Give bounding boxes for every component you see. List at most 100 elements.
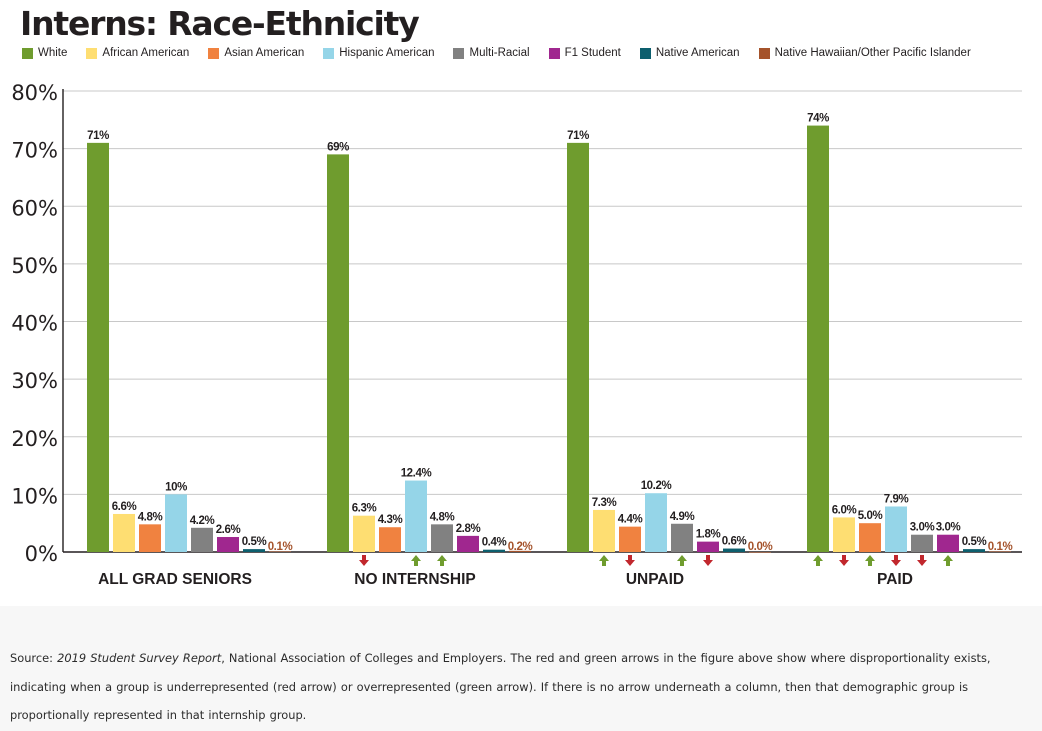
legend-item: Hispanic American: [323, 47, 434, 59]
data-label: 3.0%: [936, 522, 961, 534]
up-arrow-icon: [411, 555, 421, 566]
data-label: 0.6%: [722, 536, 747, 548]
up-arrow-icon: [599, 555, 609, 566]
legend-swatch: [758, 47, 770, 59]
bar: [859, 523, 881, 552]
legend-item: Asian American: [208, 47, 304, 59]
legend-swatch: [208, 47, 220, 59]
data-label: 0.1%: [268, 541, 293, 553]
bar: [963, 549, 985, 552]
bar: [885, 506, 907, 552]
bar: [139, 524, 161, 552]
down-arrow-icon: [703, 555, 713, 566]
data-label: 4.2%: [190, 515, 215, 527]
category-label: ALL GRAD SENIORS: [98, 571, 252, 588]
bar: [483, 549, 505, 552]
data-label: 10%: [165, 481, 187, 493]
bar: [243, 549, 265, 552]
data-label: 7.3%: [592, 497, 617, 509]
data-label: 0.5%: [242, 536, 267, 548]
source-prefix: Source:: [10, 651, 58, 665]
data-label: 3.0%: [910, 522, 935, 534]
legend-label: Native Hawaiian/Other Pacific Islander: [774, 47, 971, 59]
down-arrow-icon: [917, 555, 927, 566]
bar: [113, 513, 135, 552]
source-note: Source: 2019 Student Survey Report, Nati…: [0, 606, 1042, 731]
down-arrow-icon: [891, 555, 901, 566]
bar: [807, 125, 829, 552]
bar: [671, 523, 693, 552]
data-label: 4.4%: [618, 514, 643, 526]
bar: [937, 534, 959, 552]
bar: [457, 535, 479, 552]
y-tick-label: 70%: [11, 139, 58, 163]
y-tick-label: 30%: [11, 369, 58, 393]
category-label: PAID: [877, 571, 913, 588]
data-label: 69%: [327, 141, 349, 153]
data-label: 12.4%: [401, 468, 432, 480]
data-label: 4.8%: [430, 511, 455, 523]
y-tick-label: 80%: [11, 81, 58, 105]
y-tick-label: 0%: [25, 542, 58, 566]
legend-item: Native American: [639, 47, 740, 59]
down-arrow-icon: [839, 555, 849, 566]
legend-label: F1 Student: [564, 47, 621, 59]
data-label: 6.3%: [352, 503, 377, 515]
y-tick-label: 20%: [11, 427, 58, 451]
y-tick-label: 40%: [11, 312, 58, 336]
bar: [593, 509, 615, 552]
legend-label: African American: [102, 47, 190, 59]
category-label: UNPAID: [626, 571, 684, 588]
data-label: 71%: [567, 130, 589, 142]
bar: [269, 551, 291, 553]
legend: White African American Asian American Hispa…: [22, 44, 990, 62]
bar: [431, 524, 453, 552]
data-label: 0.1%: [988, 541, 1013, 553]
y-tick-label: 60%: [11, 196, 58, 220]
chart-title: Interns: Race-Ethnicity: [20, 4, 420, 43]
data-label: 4.3%: [378, 514, 403, 526]
source-report-title: 2019 Student Survey Report: [57, 651, 222, 665]
bar: [405, 480, 427, 552]
data-label: 4.8%: [138, 511, 163, 523]
up-arrow-icon: [943, 555, 953, 566]
bar: [509, 550, 531, 552]
data-label: 10.2%: [641, 480, 672, 492]
data-label: 2.6%: [216, 524, 241, 536]
legend-item: Native Hawaiian/Other Pacific Islander: [758, 47, 971, 59]
down-arrow-icon: [359, 555, 369, 566]
data-label: 0.5%: [962, 536, 987, 548]
data-label: 0.0%: [748, 541, 773, 553]
data-label: 5.0%: [858, 510, 883, 522]
category-label: NO INTERNSHIP: [354, 571, 475, 588]
bar: [353, 515, 375, 552]
legend-label: Native American: [655, 47, 740, 59]
legend-item: African American: [86, 47, 189, 59]
bar: [989, 551, 1011, 553]
bar: [379, 527, 401, 552]
legend-label: Hispanic American: [339, 47, 435, 59]
data-label: 1.8%: [696, 529, 721, 541]
bar: [217, 537, 239, 552]
bar: [833, 517, 855, 552]
legend-swatch: [639, 47, 651, 59]
legend-swatch: [548, 47, 560, 59]
data-label: 0.2%: [508, 541, 533, 553]
bar: [327, 154, 349, 552]
legend-swatch: [86, 47, 98, 59]
up-arrow-icon: [677, 555, 687, 566]
legend-item: F1 Student: [548, 47, 621, 59]
legend-item: White: [22, 47, 67, 59]
bar: [165, 494, 187, 552]
bar: [911, 534, 933, 552]
legend-label: Multi-Racial: [469, 47, 530, 59]
down-arrow-icon: [625, 555, 635, 566]
data-label: 0.4%: [482, 537, 507, 549]
bar: [645, 493, 667, 552]
data-label: 71%: [87, 130, 109, 142]
legend-item: Multi-Racial: [453, 47, 530, 59]
up-arrow-icon: [437, 555, 447, 566]
up-arrow-icon: [865, 555, 875, 566]
bar: [749, 552, 771, 553]
legend-label: White: [38, 47, 68, 59]
